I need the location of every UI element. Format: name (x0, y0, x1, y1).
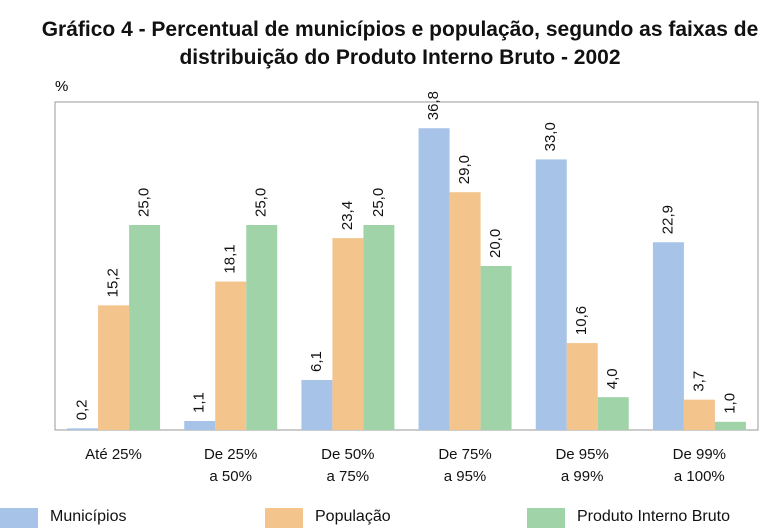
data-label: 15,2 (105, 268, 122, 297)
bar (566, 343, 598, 430)
data-label: 25,0 (253, 188, 270, 217)
chart-title: Gráfico 4 - Percentual de municípios e p… (41, 18, 759, 69)
bar (184, 420, 216, 430)
bar (597, 397, 629, 430)
bar (714, 421, 746, 430)
x-tick-label: Até 25% (85, 446, 142, 463)
bar (129, 225, 161, 430)
data-label: 36,8 (425, 91, 442, 120)
bar (332, 238, 364, 430)
bar (535, 159, 567, 430)
data-label: 25,0 (136, 188, 153, 217)
legend-swatch (265, 508, 303, 528)
legend-label: População (315, 508, 391, 525)
data-label: 23,4 (339, 201, 356, 230)
bar (480, 266, 512, 430)
bar (246, 225, 278, 430)
legend-swatch (527, 508, 565, 528)
data-label: 10,6 (573, 306, 590, 335)
bar (418, 128, 450, 431)
data-label: 29,0 (456, 155, 473, 184)
data-label: 25,0 (370, 188, 387, 217)
plot-frame (54, 101, 759, 431)
data-label: 18,1 (222, 244, 239, 273)
data-label: 1,1 (191, 392, 208, 413)
bar (449, 192, 481, 430)
data-label: 33,0 (542, 122, 559, 151)
data-label: 20,0 (487, 229, 504, 258)
x-tick-label: De 75% a 95% (438, 446, 492, 485)
data-label: 1,0 (721, 393, 738, 414)
y-axis-label: % (55, 78, 69, 95)
data-label: 4,0 (604, 368, 621, 389)
bar (67, 428, 99, 430)
bar (215, 281, 247, 430)
data-label: 0,2 (74, 400, 91, 421)
bar (652, 242, 684, 430)
data-label: 22,9 (659, 205, 676, 234)
legend-label: Produto Interno Bruto (577, 508, 730, 525)
data-label: 3,7 (690, 371, 707, 392)
x-tick-label: De 25% a 50% (203, 446, 258, 485)
legend-label: Municípios (50, 508, 127, 525)
data-label: 6,1 (308, 351, 325, 372)
bar (683, 399, 715, 430)
x-tick-label: De 95% a 99% (555, 446, 609, 485)
bar (98, 305, 130, 430)
legend-swatch (0, 508, 38, 528)
x-tick-label: De 99% a 100% (672, 446, 727, 485)
x-tick-label: De 50% a 75% (321, 446, 375, 485)
bar (363, 225, 395, 430)
bar (301, 379, 333, 430)
